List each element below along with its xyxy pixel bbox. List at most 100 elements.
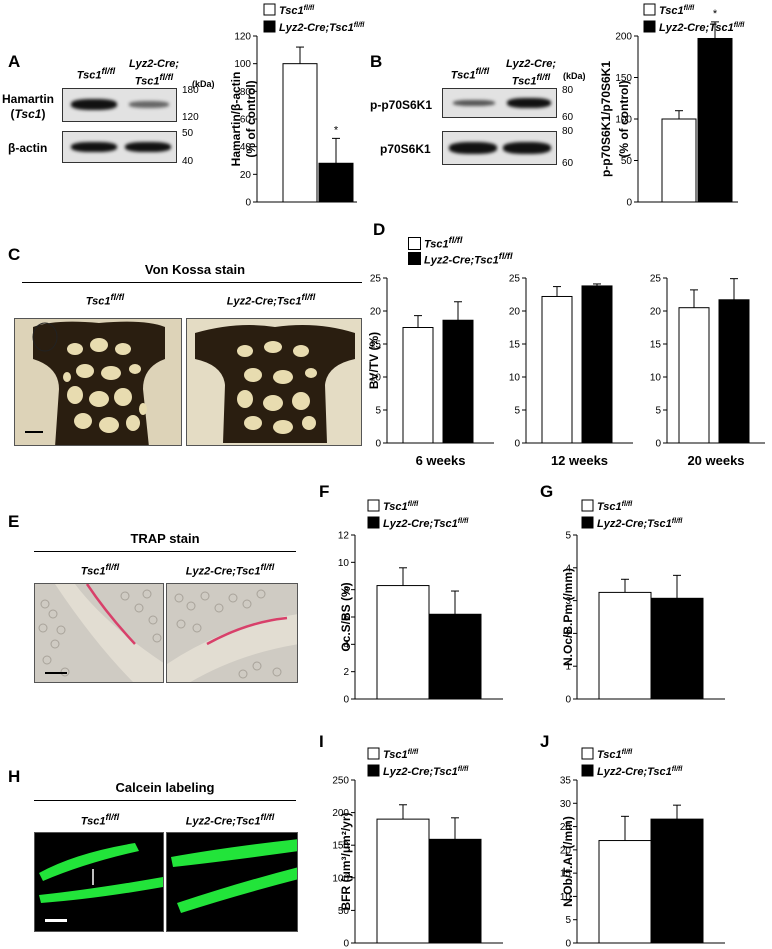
y-axis-label: (% of control)	[244, 80, 258, 157]
panel-f-label: F	[319, 482, 330, 501]
actin-label: β-actin	[8, 141, 48, 155]
bar-control	[661, 118, 697, 203]
panel-b-label: B	[370, 52, 383, 71]
legend-swatch-control	[367, 499, 380, 512]
y-tick-label: 15	[509, 340, 521, 351]
y-tick-label: 0	[343, 695, 349, 706]
p-p70s6k1-blot	[442, 88, 557, 118]
panel-g-label: G	[540, 482, 554, 501]
hamartin-label: Hamartin (Tsc1)	[2, 92, 55, 121]
panel-h-label: H	[8, 767, 21, 786]
lane1-label: Tsc1fl/fl	[450, 66, 490, 82]
von-kossa-image-knockout	[186, 318, 362, 446]
bar-control	[376, 818, 430, 944]
y-tick-label: 5	[565, 915, 571, 926]
panel-e-label: E	[8, 512, 20, 531]
legend-label-knockout: Lyz2-Cre;Tsc1fl/fl	[279, 22, 365, 34]
lane2-label: Lyz2-Cre; Tsc1fl/fl	[128, 58, 180, 88]
calcein-label-illustration	[39, 843, 163, 922]
y-tick-label: 250	[332, 776, 349, 787]
legend-label-knockout: Lyz2-Cre;Tsc1fl/fl	[383, 518, 469, 530]
trap-image-knockout	[166, 583, 298, 683]
blot-band	[71, 142, 117, 152]
legend-label-control: Tsc1fl/fl	[279, 5, 315, 17]
blot-band	[71, 99, 117, 110]
y-tick-label: 10	[509, 373, 521, 384]
significance-star: *	[334, 124, 339, 136]
legend-label-knockout: Lyz2-Cre;Tsc1fl/fl	[383, 766, 469, 778]
panel-a-label: A	[8, 52, 21, 71]
x-axis-label: 20 weeks	[687, 453, 744, 468]
y-tick-label: 15	[370, 340, 382, 351]
y-tick-label: 5	[514, 406, 520, 417]
y-tick-label: 20	[240, 170, 252, 181]
title-rule	[34, 551, 296, 552]
panel-i-label: I	[319, 732, 324, 751]
y-tick-label: 5	[655, 406, 661, 417]
significance-star: *	[713, 8, 718, 20]
bar-knockout	[697, 37, 733, 203]
genotype-label: Tsc1fl/fl	[80, 812, 120, 828]
y-tick-label: 30	[560, 799, 572, 810]
lane1-label: Tsc1fl/fl	[76, 66, 116, 82]
legend-swatch-knockout	[581, 516, 594, 529]
p70s6k1-blot	[442, 131, 557, 165]
actin-blot	[62, 131, 177, 163]
bar-knockout	[442, 319, 474, 444]
hamartin-blot	[62, 88, 177, 122]
panel-e-title: TRAP stain	[130, 531, 200, 546]
y-tick-label: 0	[655, 439, 661, 450]
y-tick-label: 120	[234, 32, 251, 43]
bar-control	[376, 585, 430, 700]
y-tick-label: 10	[650, 373, 662, 384]
bar-control	[598, 840, 652, 944]
legend-label-knockout: Lyz2-Cre;Tsc1fl/fl	[659, 22, 745, 34]
calcein-label-illustration	[171, 839, 297, 913]
kda-label: (kDa)	[192, 79, 215, 89]
bar-knockout	[581, 285, 613, 444]
y-tick-label: 1	[565, 662, 571, 673]
panel-h-title: Calcein labeling	[115, 780, 215, 795]
kda-label: (kDa)	[563, 71, 586, 81]
blot-band	[129, 101, 169, 108]
bar-knockout	[318, 162, 354, 203]
legend-label-control: Tsc1fl/fl	[597, 501, 633, 513]
y-tick-label: 12	[338, 531, 350, 542]
legend-swatch-knockout	[367, 516, 380, 529]
y-tick-label: 150	[615, 73, 632, 84]
y-tick-label: 0	[565, 695, 571, 706]
bar-knockout	[428, 838, 482, 944]
y-tick-label: 20	[370, 307, 382, 318]
bar-control	[598, 591, 652, 700]
legend-swatch-knockout	[367, 764, 380, 777]
y-tick-label: 4	[565, 563, 571, 574]
y-tick-label: 10	[338, 558, 350, 569]
y-tick-label: 10	[560, 892, 572, 903]
legend-swatch-control	[263, 3, 276, 16]
legend-swatch-control	[367, 747, 380, 760]
y-axis-label: N.Oc/B.Pm (/mm)	[561, 568, 575, 666]
mw-marker: 60	[562, 158, 574, 169]
y-tick-label: 25	[560, 822, 572, 833]
y-tick-label: 5	[565, 531, 571, 542]
y-axis-label: BFR (μm³/μm²/yr)	[339, 812, 353, 910]
y-tick-label: 8	[343, 585, 349, 596]
y-tick-label: 6	[343, 613, 349, 624]
y-axis-label: Oc.S/BS (%)	[339, 582, 353, 651]
legend-label-control: Tsc1fl/fl	[383, 749, 419, 761]
bar-knockout	[650, 818, 704, 944]
bar-knockout	[428, 613, 482, 700]
bar-control	[402, 327, 434, 444]
y-tick-label: 2	[565, 629, 571, 640]
y-axis-label: (% of control)	[617, 80, 631, 157]
y-tick-label: 3	[565, 596, 571, 607]
genotype-label: Lyz2-Cre;Tsc1fl/fl	[185, 812, 275, 828]
y-tick-label: 0	[514, 439, 520, 450]
y-tick-label: 200	[615, 32, 632, 43]
y-tick-label: 0	[245, 198, 251, 209]
y-tick-label: 0	[375, 439, 381, 450]
y-tick-label: 35	[560, 776, 572, 787]
y-tick-label: 80	[240, 87, 252, 98]
legend-swatch-knockout	[643, 20, 656, 33]
legend-label-control: Tsc1fl/fl	[383, 501, 419, 513]
